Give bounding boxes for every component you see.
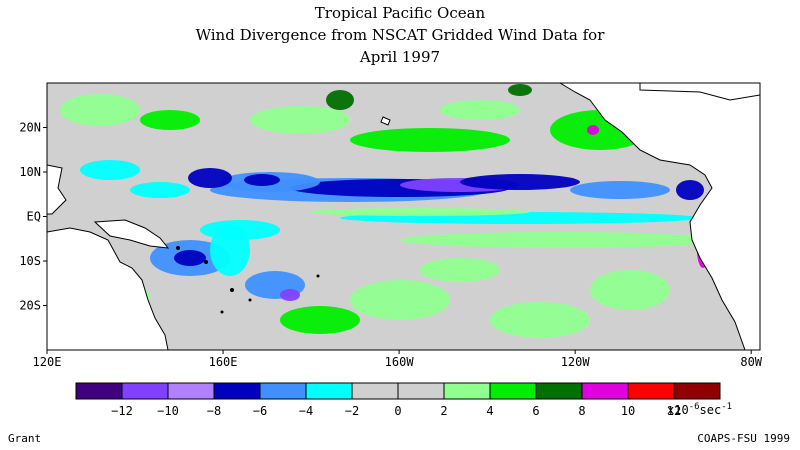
divergence-patch bbox=[60, 94, 140, 126]
colorbar-tick-label: −4 bbox=[299, 404, 313, 418]
lon-label: 160W bbox=[385, 355, 415, 369]
divergence-patch bbox=[326, 90, 354, 110]
divergence-patch bbox=[200, 220, 280, 240]
divergence-patch bbox=[587, 125, 599, 135]
lat-label: 20N bbox=[19, 121, 41, 135]
divergence-patch bbox=[280, 289, 300, 301]
lat-label: 10S bbox=[19, 254, 41, 268]
divergence-patch bbox=[676, 180, 704, 200]
colorbar-unit: x10-6sec-1 bbox=[667, 402, 732, 417]
lat-label: EQ bbox=[27, 210, 41, 224]
divergence-patch bbox=[130, 182, 190, 198]
colorbar: −12 −10 −8 −6 −4 −2 0 2 4 6 8 10 12 bbox=[75, 382, 721, 418]
colorbar-tick-label: 4 bbox=[486, 404, 493, 418]
indonesia-land bbox=[47, 164, 67, 215]
colorbar-tick-label: −12 bbox=[111, 404, 133, 418]
title-line-1: Tropical Pacific Ocean bbox=[314, 4, 486, 22]
colorbar-swatch bbox=[167, 382, 215, 400]
colorbar-swatch bbox=[259, 382, 307, 400]
colorbar-tick-label: 10 bbox=[621, 404, 635, 418]
colorbar-swatch bbox=[581, 382, 629, 400]
colorbar-tick-label: −6 bbox=[253, 404, 267, 418]
lon-label: 160E bbox=[209, 355, 238, 369]
colorbar-tick-label: 2 bbox=[440, 404, 447, 418]
colorbar-tick-label: −10 bbox=[157, 404, 179, 418]
source-credit: COAPS-FSU 1999 bbox=[697, 432, 790, 445]
colorbar-swatch bbox=[443, 382, 491, 400]
colorbar-tick-label: 12 bbox=[667, 404, 681, 418]
colorbar-tick-label: −8 bbox=[207, 404, 221, 418]
lat-label: 20S bbox=[19, 299, 41, 313]
lon-label: 120W bbox=[561, 355, 591, 369]
title-line-2: Wind Divergence from NSCAT Gridded Wind … bbox=[195, 26, 605, 44]
divergence-patch bbox=[244, 174, 280, 186]
lon-label: 120E bbox=[33, 355, 62, 369]
small-islands bbox=[176, 246, 320, 314]
map-axes: 20N 10N EQ 10S 20S 120E 160E 160W 120W 80W bbox=[19, 121, 762, 370]
divergence-patch bbox=[460, 174, 580, 190]
colorbar-tick-label: −2 bbox=[345, 404, 359, 418]
divergence-patch bbox=[400, 232, 720, 248]
hawaii-islands bbox=[380, 116, 391, 126]
colorbar-swatch bbox=[75, 382, 123, 400]
divergence-patch bbox=[350, 280, 450, 320]
divergence-patch bbox=[570, 181, 670, 199]
americas-land bbox=[559, 83, 760, 350]
author-credit: Grant bbox=[8, 432, 42, 445]
colorbar-swatch bbox=[121, 382, 169, 400]
divergence-patch bbox=[490, 302, 590, 338]
colorbar-swatch bbox=[305, 382, 353, 400]
divergence-patch bbox=[440, 100, 520, 120]
caribbean-land bbox=[639, 83, 760, 101]
colorbar-swatch bbox=[673, 382, 721, 400]
divergence-patch bbox=[310, 208, 530, 216]
lat-label: 10N bbox=[19, 165, 41, 179]
new-guinea-land bbox=[93, 219, 170, 249]
divergence-patch bbox=[80, 160, 140, 180]
land-masses bbox=[47, 83, 760, 350]
colorbar-tick-label: 0 bbox=[394, 404, 401, 418]
australia-land bbox=[47, 227, 169, 350]
colorbar-swatch bbox=[351, 382, 399, 400]
colorbar-tick-label: 8 bbox=[578, 404, 585, 418]
colorbar-swatch bbox=[535, 382, 583, 400]
title-line-3: April 1997 bbox=[359, 48, 441, 66]
lon-label: 80W bbox=[740, 355, 762, 369]
colorbar-swatch bbox=[627, 382, 675, 400]
colorbar-swatch bbox=[397, 382, 445, 400]
divergence-patch bbox=[174, 250, 206, 266]
divergence-patch bbox=[350, 128, 510, 152]
divergence-patch bbox=[420, 258, 500, 282]
colorbar-tick-label: 6 bbox=[532, 404, 539, 418]
divergence-patch bbox=[280, 306, 360, 334]
colorbar-swatch bbox=[213, 382, 261, 400]
divergence-patch bbox=[508, 84, 532, 96]
divergence-patch bbox=[188, 168, 232, 188]
divergence-patch bbox=[590, 270, 670, 310]
divergence-patch bbox=[140, 110, 200, 130]
divergence-patch bbox=[250, 106, 350, 134]
colorbar-swatch bbox=[489, 382, 537, 400]
